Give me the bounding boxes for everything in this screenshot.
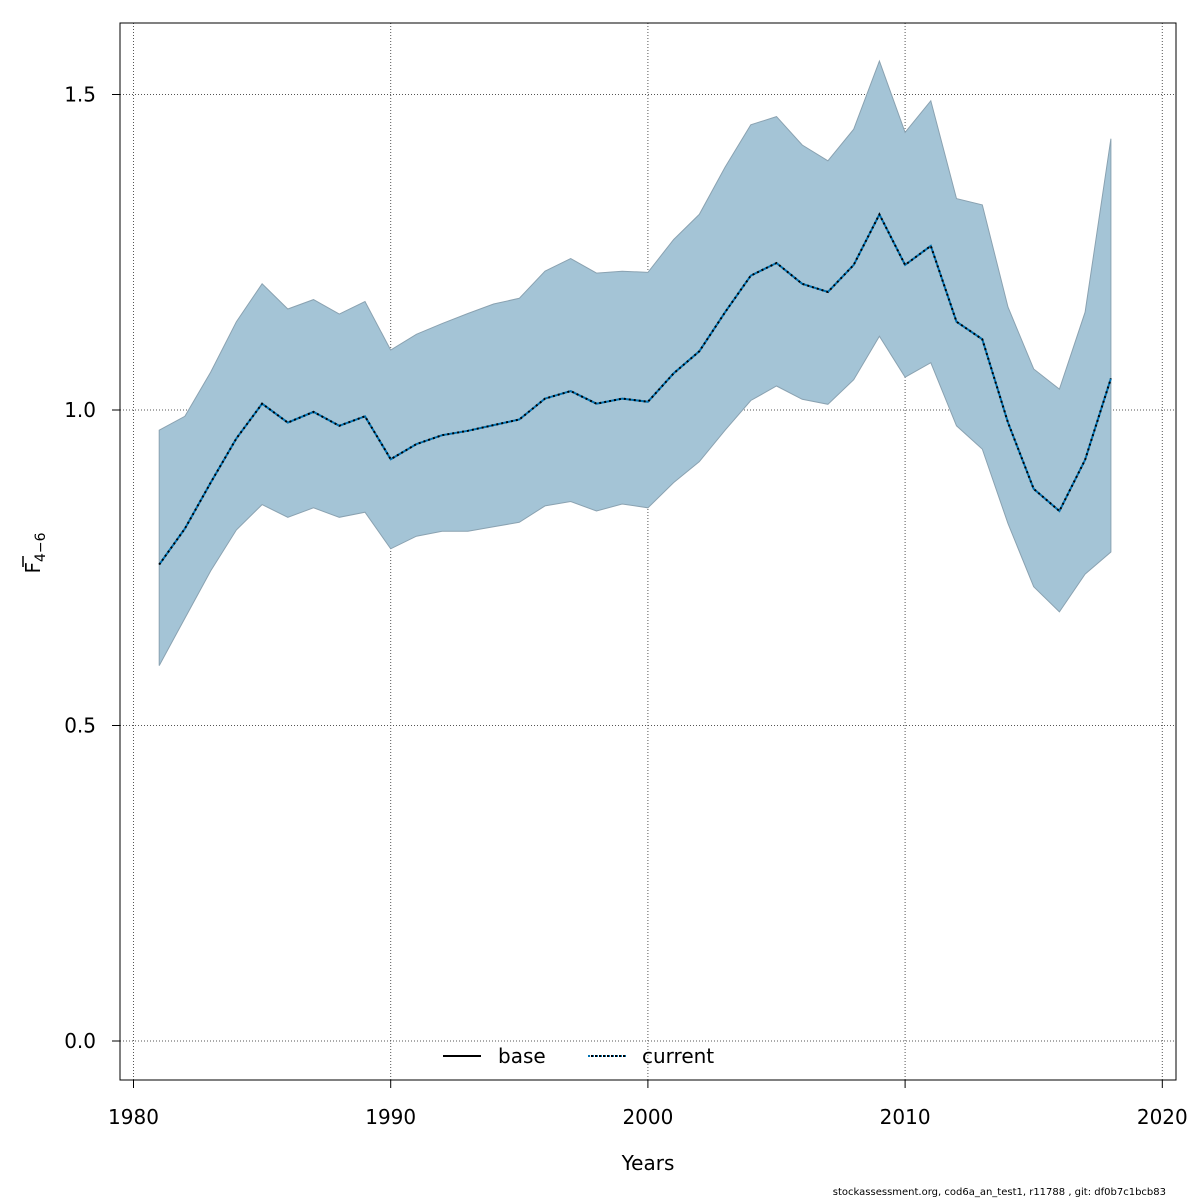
- x-tick-label: 1990: [365, 1105, 416, 1129]
- x-tick-label: 2010: [880, 1105, 931, 1129]
- y-tick-label: 0.5: [64, 714, 96, 738]
- footer-credit: stockassessment.org, cod6a_an_test1, r11…: [832, 1187, 1166, 1198]
- y-axis-label-main: F: [21, 562, 45, 574]
- y-tick-label: 1.0: [64, 398, 96, 422]
- y-axis-label-sub: 4−6: [33, 532, 49, 562]
- x-axis: 1980 1990 2000 2010 2020: [108, 1079, 1188, 1129]
- y-tick-label: 0.0: [64, 1029, 96, 1053]
- x-tick-label: 1980: [108, 1105, 159, 1129]
- y-axis: 0.0 0.5 1.0 1.5: [64, 83, 121, 1053]
- legend-base-label: base: [498, 1044, 546, 1068]
- grid-lines: [120, 23, 1176, 1080]
- y-axis-label: F4−6: [21, 532, 49, 573]
- legend-current-label: current: [642, 1044, 714, 1068]
- x-axis-label: Years: [621, 1151, 675, 1175]
- series-current-dots: [158, 212, 1112, 566]
- x-tick-label: 2000: [622, 1105, 673, 1129]
- legend: base current: [443, 1044, 714, 1068]
- x-tick-label: 2020: [1137, 1105, 1188, 1129]
- y-tick-label: 1.5: [64, 83, 96, 107]
- svg-text:F4−6: F4−6: [21, 532, 49, 573]
- confidence-band: [158, 59, 1112, 666]
- series-lines: [158, 212, 1112, 566]
